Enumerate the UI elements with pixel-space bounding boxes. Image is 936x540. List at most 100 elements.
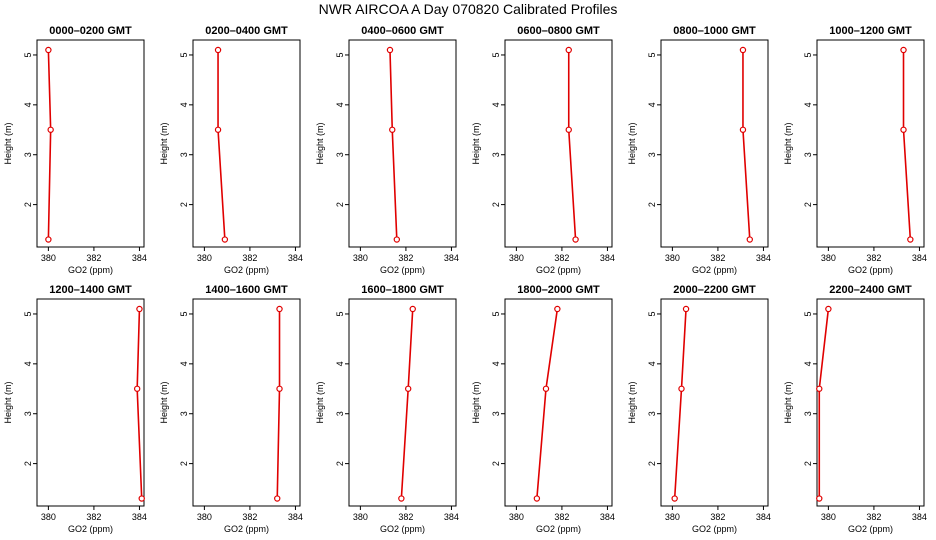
- panel-title: 1400–1600 GMT: [205, 284, 288, 296]
- y-tick-label: 3: [803, 152, 813, 157]
- chart-panel-4: 0600–0800 GMT 380 382 384 2 3 4 5 GO2 (ppm) Heigh…: [471, 25, 615, 275]
- plot-frame: [816, 39, 925, 248]
- data-point: [739, 46, 747, 54]
- data-point: [389, 126, 396, 133]
- panel-title: 0600–0800 GMT: [517, 25, 600, 37]
- x-tick-label: 380: [353, 253, 368, 263]
- chart-panel-3: 0400–0600 GMT 380 382 384 2 3 4 5 GO2 (ppm) Heigh…: [315, 25, 459, 275]
- y-tick-label: 5: [491, 52, 501, 57]
- chart-panel-2: 0200–0400 GMT 380 382 384 2 3 4 5 GO2 (ppm) Heigh…: [159, 25, 303, 275]
- x-tick-label: 380: [41, 512, 56, 522]
- plot-frame: [816, 298, 925, 507]
- y-axis-label: Height (m): [471, 381, 481, 423]
- data-point: [565, 126, 572, 133]
- data-point: [136, 305, 143, 313]
- x-tick-label: 384: [600, 512, 615, 522]
- data-point: [393, 236, 401, 243]
- y-axis-label: Height (m): [627, 381, 637, 423]
- profile-line: [136, 308, 143, 499]
- x-axis-label: GO2 (ppm): [380, 524, 425, 534]
- plot-frame: [504, 39, 613, 248]
- x-axis-label: GO2 (ppm): [224, 524, 269, 534]
- chart-panel-11: 2000–2200 GMT 380 382 384 2 3 4 5 GO2 (ppm) Heigh…: [627, 284, 771, 534]
- x-axis-label: GO2 (ppm): [692, 524, 737, 534]
- x-axis-label: GO2 (ppm): [848, 524, 893, 534]
- profile-line: [536, 308, 559, 499]
- x-tick-label: 380: [197, 253, 212, 263]
- data-point: [739, 126, 747, 133]
- x-tick-label: 382: [554, 512, 569, 522]
- profile-line: [567, 49, 577, 240]
- x-axis-label: GO2 (ppm): [380, 265, 425, 275]
- panel-title: 0000–0200 GMT: [49, 25, 132, 37]
- data-point: [47, 126, 54, 133]
- panel-title: 1600–1800 GMT: [361, 284, 444, 296]
- y-tick-label: 4: [335, 102, 345, 107]
- x-tick-label: 382: [242, 253, 257, 263]
- y-tick-label: 4: [647, 361, 657, 366]
- chart-panel-10: 1800–2000 GMT 380 382 384 2 3 4 5 GO2 (ppm) Heigh…: [471, 284, 615, 534]
- profile-line: [389, 49, 398, 240]
- y-axis-label: Height (m): [315, 381, 325, 423]
- y-axis-label: Height (m): [471, 122, 481, 164]
- plot-frame: [348, 39, 457, 248]
- y-tick-label: 5: [647, 52, 657, 57]
- y-tick-label: 5: [335, 311, 345, 316]
- x-tick-label: 384: [756, 253, 771, 263]
- profile-line: [47, 49, 52, 240]
- y-axis-label: Height (m): [3, 122, 13, 164]
- panel-grid: 0000–0200 GMT 380 382 384 2 3 4 5 GO2 (ppm) Heigh…: [3, 25, 927, 534]
- y-tick-label: 3: [647, 411, 657, 416]
- y-tick-label: 4: [179, 102, 189, 107]
- y-axis-label: Height (m): [3, 381, 13, 423]
- data-point: [386, 46, 394, 54]
- x-tick-label: 380: [665, 253, 680, 263]
- plot-frame: [36, 39, 145, 248]
- x-tick-label: 384: [444, 512, 459, 522]
- y-tick-label: 5: [647, 311, 657, 316]
- y-tick-label: 4: [23, 361, 33, 366]
- x-tick-label: 382: [866, 253, 881, 263]
- x-tick-label: 384: [132, 512, 147, 522]
- data-point: [746, 236, 753, 243]
- y-axis-label: Height (m): [627, 122, 637, 164]
- plot-frame: [660, 298, 769, 507]
- figure-title: NWR AIRCOA A Day 070820 Calibrated Profi…: [319, 1, 618, 17]
- y-tick-label: 2: [647, 202, 657, 207]
- profile-line: [276, 308, 281, 499]
- x-axis-label: GO2 (ppm): [224, 265, 269, 275]
- data-point: [274, 495, 281, 502]
- y-axis-label: Height (m): [783, 122, 793, 164]
- data-point: [404, 385, 412, 392]
- x-tick-label: 384: [444, 253, 459, 263]
- x-tick-label: 382: [242, 512, 257, 522]
- data-point: [671, 495, 678, 502]
- data-point: [682, 305, 690, 313]
- x-tick-label: 382: [866, 512, 881, 522]
- data-point: [554, 305, 561, 313]
- y-tick-label: 3: [491, 152, 501, 157]
- panel-title: 2200–2400 GMT: [829, 284, 912, 296]
- y-tick-label: 4: [23, 102, 33, 107]
- x-tick-label: 384: [756, 512, 771, 522]
- y-tick-label: 2: [647, 461, 657, 466]
- y-tick-label: 2: [491, 461, 501, 466]
- x-tick-label: 382: [86, 253, 101, 263]
- y-axis-label: Height (m): [159, 381, 169, 423]
- profile-line: [742, 49, 751, 240]
- y-tick-label: 3: [647, 152, 657, 157]
- x-tick-label: 380: [197, 512, 212, 522]
- x-tick-label: 384: [600, 253, 615, 263]
- y-tick-label: 2: [335, 461, 345, 466]
- y-axis-label: Height (m): [159, 122, 169, 164]
- y-tick-label: 5: [23, 311, 33, 316]
- data-point: [276, 305, 283, 313]
- panel-title: 1800–2000 GMT: [517, 284, 600, 296]
- y-tick-label: 5: [803, 52, 813, 57]
- y-tick-label: 5: [491, 311, 501, 316]
- x-tick-label: 384: [132, 253, 147, 263]
- y-tick-label: 4: [491, 361, 501, 366]
- chart-panel-8: 1400–1600 GMT 380 382 384 2 3 4 5 GO2 (ppm) Heigh…: [159, 284, 303, 534]
- x-tick-label: 382: [398, 512, 413, 522]
- y-tick-label: 5: [179, 311, 189, 316]
